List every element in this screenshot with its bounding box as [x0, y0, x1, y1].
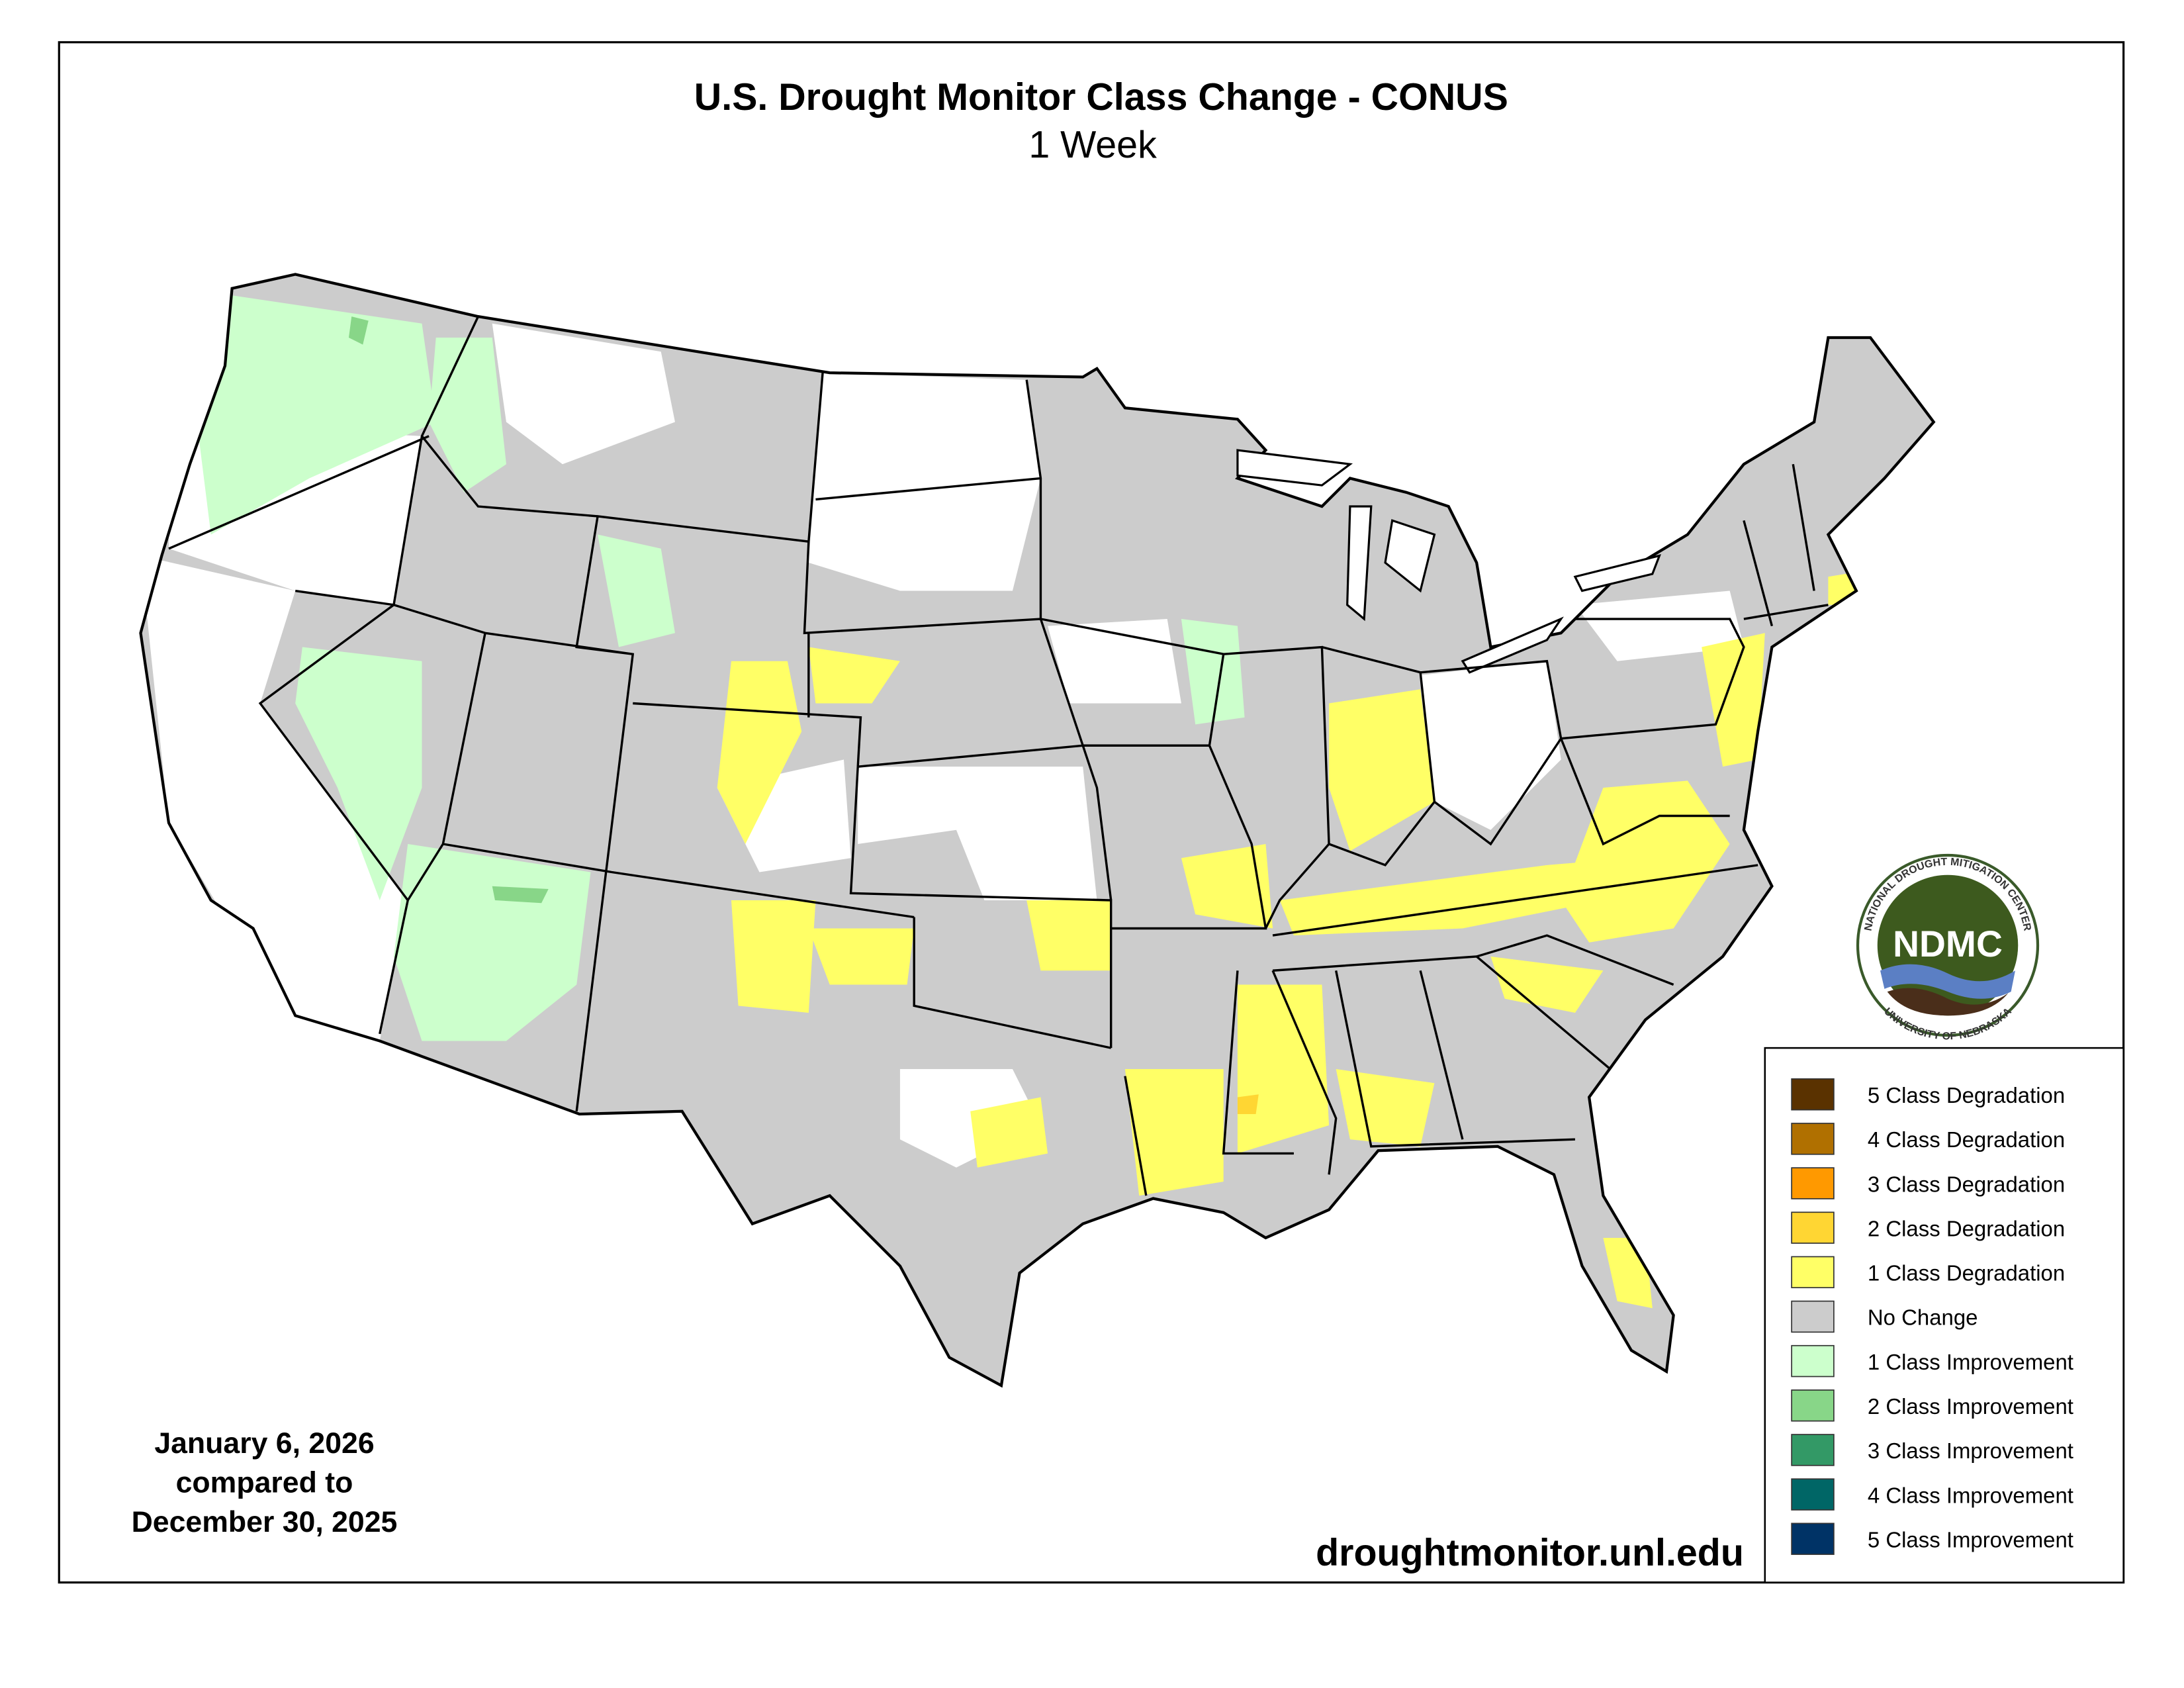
legend-swatch: [1791, 1434, 1835, 1466]
change-area: [1181, 619, 1245, 725]
date-line: compared to: [176, 1467, 353, 1499]
legend-swatch: [1791, 1123, 1835, 1155]
date-line: January 6, 2026: [154, 1427, 374, 1460]
legend-swatch: [1791, 1167, 1835, 1199]
legend-label: 5 Class Degradation: [1868, 1083, 2065, 1107]
legend-label: No Change: [1868, 1305, 1978, 1330]
legend-label: 3 Class Degradation: [1868, 1172, 2065, 1196]
change-area: [1124, 1068, 1224, 1196]
change-area: [970, 1097, 1048, 1168]
logo-water: [1880, 964, 2016, 999]
legend-swatch: [1791, 1078, 1835, 1111]
legend-swatch: [1791, 1344, 1835, 1378]
legend-swatch: [1791, 1211, 1835, 1244]
change-area: [429, 338, 506, 492]
change-area: [140, 555, 408, 1041]
legend-label: 3 Class Improvement: [1868, 1438, 2073, 1463]
state-borders: [168, 316, 1829, 1196]
legend-label: 1 Class Improvement: [1868, 1350, 2073, 1374]
change-area: [808, 647, 900, 704]
change-area: [197, 295, 436, 535]
us-outline: [139, 273, 1936, 1388]
legend-label: 2 Class Improvement: [1868, 1394, 2073, 1419]
ndmc-logo: NDMC NATIONAL DROUGHT MITIGATION CENTER …: [1856, 853, 2040, 1042]
change-area: [1329, 689, 1435, 851]
change-area: [598, 534, 675, 647]
change-area: [1490, 956, 1604, 1013]
change-area: [1279, 858, 1631, 936]
legend-swatch: [1791, 1478, 1835, 1511]
footer-dates: January 6, 2026 compared to December 30,…: [132, 1427, 398, 1538]
change-area: [808, 928, 915, 985]
change-area: [1181, 844, 1273, 929]
change-area: [1574, 590, 1744, 661]
legend-swatch: [1791, 1523, 1835, 1555]
change-area: [1026, 900, 1111, 971]
change-area: [1420, 661, 1561, 830]
change-area: [492, 323, 675, 465]
legend-swatch: [1791, 1389, 1835, 1422]
logo-soil: [1887, 988, 2009, 1016]
legend-swatch: [1791, 1300, 1835, 1333]
change-area: [492, 886, 549, 904]
change-area: [1237, 984, 1330, 1154]
change-area: [1702, 633, 1765, 767]
date-line: December 30, 2025: [132, 1506, 398, 1538]
change-area: [717, 661, 802, 844]
change-area: [1561, 780, 1730, 943]
legend-swatch: [1791, 1256, 1835, 1289]
change-area: [731, 900, 816, 1013]
change-areas: [140, 295, 1871, 1309]
logo-abbreviation: NDMC: [1893, 923, 2003, 964]
change-area: [858, 767, 1097, 900]
legend-label: 4 Class Degradation: [1868, 1127, 2065, 1152]
change-area: [348, 316, 369, 345]
title: U.S. Drought Monitor Class Change - CONU…: [694, 76, 1508, 118]
change-area: [1048, 619, 1181, 704]
change-area: [295, 647, 422, 900]
great-lakes: [1236, 449, 1661, 674]
legend-label: 1 Class Degradation: [1868, 1261, 2065, 1286]
legend-label: 4 Class Improvement: [1868, 1483, 2073, 1507]
change-area: [1237, 1094, 1259, 1114]
legend-label: 2 Class Degradation: [1868, 1216, 2065, 1241]
subtitle: 1 Week: [1028, 124, 1157, 166]
legend-label: 5 Class Improvement: [1868, 1527, 2073, 1552]
source-url: droughtmonitor.unl.edu: [1316, 1532, 1744, 1574]
conus-map: [139, 273, 1936, 1388]
change-area: [808, 373, 1041, 591]
legend: 5 Class Degradation 4 Class Degradation 3 …: [1791, 1078, 2073, 1555]
